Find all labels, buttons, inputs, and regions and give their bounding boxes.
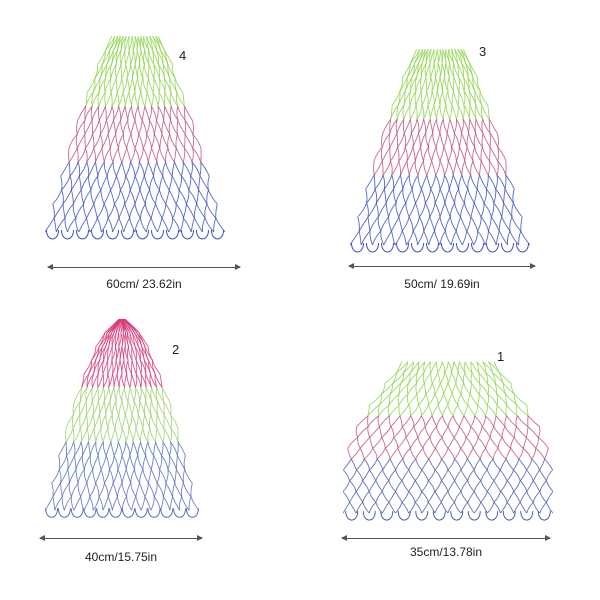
mesh-lines	[44, 318, 200, 518]
net-3-image	[350, 49, 530, 253]
net-4-dimension-line	[47, 264, 241, 270]
net-2-number: 2	[172, 342, 180, 357]
net-1-image	[343, 361, 553, 521]
net-1-dimension-line	[341, 535, 551, 541]
net-4-image	[45, 36, 225, 240]
net-2-dimension-line	[39, 535, 203, 541]
mesh-lines	[343, 361, 553, 521]
net-2-size-label: 40cm/15.75in	[84, 550, 158, 564]
mesh-lines	[350, 49, 530, 253]
net-4-size-label: 60cm/ 23.62in	[106, 277, 182, 291]
mesh-lines	[45, 36, 225, 240]
net-3-size-label: 50cm/ 19.69in	[404, 277, 480, 291]
net-3-dimension-line	[348, 263, 536, 269]
net-2-image	[44, 318, 200, 518]
net-4-number: 4	[179, 48, 187, 63]
net-3-number: 3	[479, 44, 487, 59]
net-1-number: 1	[497, 349, 505, 364]
net-1-size-label: 35cm/13.78in	[409, 545, 483, 559]
